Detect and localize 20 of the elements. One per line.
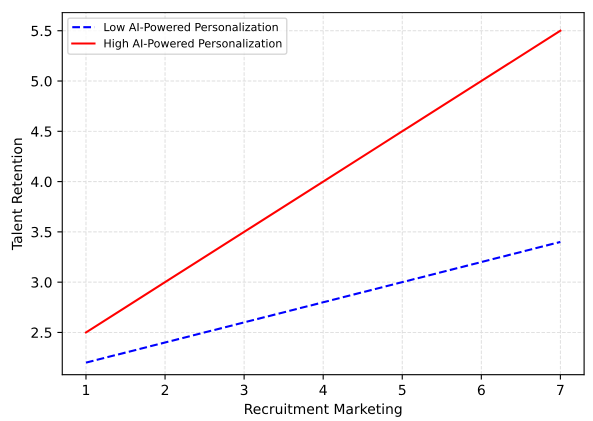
y-axis-title: Talent Retention bbox=[11, 138, 22, 250]
x-tick-label: 2 bbox=[162, 384, 168, 395]
y-tick-label: 4.0 bbox=[31, 176, 52, 188]
x-tick-label: 3 bbox=[240, 384, 248, 396]
x-axis-title: Recruitment Marketing bbox=[245, 403, 402, 417]
x-tick-label: 6 bbox=[478, 384, 485, 396]
y-tick-label: 3.0 bbox=[32, 277, 52, 288]
legend-label: Low AI-Powered Personalization bbox=[104, 22, 278, 32]
x-tick-label: 4 bbox=[319, 384, 327, 395]
y-tick-label: 2.5 bbox=[31, 327, 52, 338]
line-series bbox=[84, 240, 562, 364]
y-tick-label: 3.5 bbox=[32, 226, 52, 238]
x-tick-label: 7 bbox=[557, 384, 564, 395]
x-tick-label: 5 bbox=[398, 384, 406, 396]
y-tick-label: 5.0 bbox=[32, 76, 52, 86]
x-tick-label: 1 bbox=[83, 384, 90, 395]
y-tick-label: 4.5 bbox=[31, 126, 52, 137]
y-tick-label: 5.5 bbox=[32, 26, 52, 36]
legend-label: High AI-Powered Personalization bbox=[104, 38, 282, 50]
line-series bbox=[84, 30, 562, 334]
